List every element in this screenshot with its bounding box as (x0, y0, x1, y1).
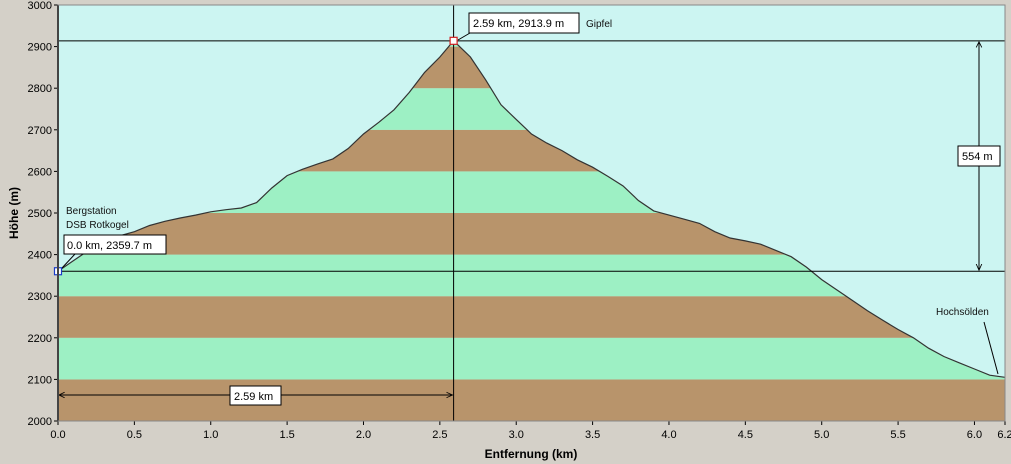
x-axis-ticks: 0.0 0.5 1.0 1.5 2.0 2.5 3.0 3.5 4.0 4.5 5.0 5.5 6.0 6… (50, 421, 1011, 441)
distance-box (229, 385, 282, 406)
elevation-band (58, 337, 1005, 380)
summit-point-marker (449, 36, 458, 45)
x-tick-label: 6.2 (997, 429, 1011, 441)
end-station-label: Hochsölden (936, 307, 989, 318)
start-point-label: 0.0 km, 2359.7 m (67, 240, 152, 252)
start-point-leader (61, 253, 76, 269)
x-tick-label: 3.5 (585, 429, 600, 441)
x-tick-label: 3.0 (509, 429, 524, 441)
x-tick-label: 4.5 (738, 429, 753, 441)
summit-leader (457, 32, 471, 41)
y-tick-label: 2700 (28, 125, 52, 137)
y-tick-label: 2800 (28, 83, 52, 95)
y-tick-label: 2400 (28, 250, 52, 262)
height-diff-label: 554 m (962, 151, 993, 163)
y-tick-label: 2300 (28, 291, 52, 303)
y-tick-label: 2200 (28, 333, 52, 345)
x-tick-label: 6.0 (967, 429, 982, 441)
annotations: Bergstation DSB Rotkogel 0.0 km, 2359.7 … (53, 12, 1001, 406)
x-axis-title: Entfernung (km) (485, 447, 578, 461)
height-diff-box (957, 145, 1001, 167)
summit-point-label: 2.59 km, 2913.9 m (473, 18, 564, 30)
start-point-box (63, 234, 167, 255)
y-axis-ticks: 2000 2100 2200 2300 2400 2500 2600 2700 2800 2900… (28, 0, 58, 428)
distance-label: 2.59 km (234, 391, 273, 403)
y-tick-label: 2500 (28, 208, 52, 220)
y-tick-label: 2900 (28, 42, 52, 54)
guide-lines (58, 5, 1005, 421)
start-station-line1: Bergstation (66, 206, 117, 217)
elevation-band (58, 379, 1005, 421)
x-tick-label: 2.5 (432, 429, 447, 441)
x-tick-label: 0.0 (50, 429, 65, 441)
summit-name: Gipfel (586, 19, 612, 30)
x-tick-label: 0.5 (127, 429, 142, 441)
y-tick-label: 2100 (28, 374, 52, 386)
end-station-leader (983, 321, 999, 375)
elevation-band (58, 296, 1005, 338)
y-tick-label: 2600 (28, 166, 52, 178)
start-station-line2: DSB Rotkogel (66, 220, 129, 231)
x-tick-label: 5.0 (814, 429, 829, 441)
y-tick-label: 3000 (28, 0, 52, 12)
y-tick-label: 2000 (28, 416, 52, 428)
x-tick-label: 4.0 (661, 429, 676, 441)
x-tick-label: 1.0 (203, 429, 218, 441)
summit-point-box (468, 12, 580, 34)
y-axis-title: Höhe (m) (7, 187, 21, 239)
plot-frame (57, 4, 1006, 422)
x-tick-label: 5.5 (890, 429, 905, 441)
profile-line (57, 39, 1006, 378)
x-tick-label: 1.5 (279, 429, 294, 441)
x-tick-label: 2.0 (356, 429, 371, 441)
